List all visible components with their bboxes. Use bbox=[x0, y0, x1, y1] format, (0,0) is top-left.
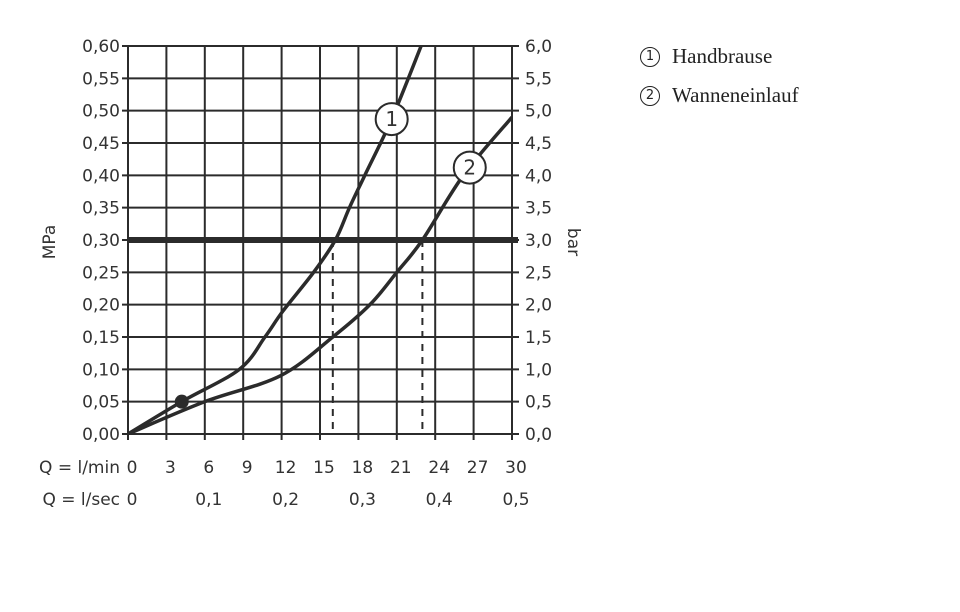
y-left-tick-label: 0,45 bbox=[82, 134, 120, 154]
legend-item-1: 1 Handbrause bbox=[640, 44, 772, 69]
x-axis-label-lmin: Q = l/min bbox=[39, 458, 120, 478]
x-tick-label: 30 bbox=[505, 458, 527, 478]
y-left-tick-label: 0,40 bbox=[82, 166, 120, 186]
y-right-tick-label: 5,5 bbox=[525, 69, 552, 89]
y-right-tick-label: 3,0 bbox=[525, 231, 552, 251]
curves: 12 bbox=[128, 46, 512, 434]
y-right-tick-label: 4,0 bbox=[525, 166, 552, 186]
legend-number: 2 bbox=[640, 85, 660, 106]
x-tick-label: 24 bbox=[428, 458, 450, 478]
y-left-tick-label: 0,30 bbox=[82, 231, 120, 251]
series-2-label-circle bbox=[452, 150, 487, 185]
legend-number: 1 bbox=[640, 46, 660, 67]
x-tick-label: 0 bbox=[127, 458, 138, 478]
x2-tick-label: 0,3 bbox=[349, 490, 376, 510]
y-left-tick-label: 0,20 bbox=[82, 296, 120, 316]
grid bbox=[122, 45, 519, 440]
y-right-tick-label: 1,0 bbox=[525, 360, 552, 380]
y-right-tick-label: 0,0 bbox=[525, 425, 552, 445]
legend-item-2: 2 Wanneneinlauf bbox=[640, 83, 799, 108]
x-tick-label: 18 bbox=[352, 458, 374, 478]
legend-label: Handbrause bbox=[672, 44, 773, 68]
y-left-tick-label: 0,05 bbox=[82, 393, 120, 413]
series-1-label: 1 bbox=[385, 107, 398, 131]
y-left-tick-label: 0,00 bbox=[82, 425, 120, 445]
x-tick-label: 9 bbox=[242, 458, 253, 478]
series-2-curve bbox=[128, 116, 512, 434]
marker-point bbox=[174, 394, 189, 409]
x2-tick-label: 0,1 bbox=[195, 490, 222, 510]
x2-tick-label: 0 bbox=[127, 490, 138, 510]
x-tick-label: 3 bbox=[165, 458, 176, 478]
y-right-tick-label: 4,5 bbox=[525, 134, 552, 154]
y-axis-label-right: bar bbox=[563, 228, 583, 256]
x-axis-label-lsec: Q = l/sec bbox=[42, 490, 120, 510]
y-left-tick-label: 0,50 bbox=[82, 102, 120, 122]
tick-labels: 0 3 6 9 12 15 18 21 24 27 300 0,1 0,2 0,3 0,4 0,50,00 0,… bbox=[82, 37, 552, 510]
y-axis-label-left: MPa bbox=[40, 225, 60, 260]
x2-tick-label: 0,5 bbox=[502, 490, 529, 510]
y-right-tick-label: 6,0 bbox=[525, 37, 552, 57]
x-tick-label: 12 bbox=[275, 458, 297, 478]
x-tick-label: 15 bbox=[313, 458, 335, 478]
y-right-tick-label: 1,5 bbox=[525, 328, 552, 348]
legend-label: Wanneneinlauf bbox=[672, 83, 799, 107]
series-2-label: 2 bbox=[463, 156, 476, 180]
y-left-tick-label: 0,35 bbox=[82, 199, 120, 219]
x2-tick-label: 0,2 bbox=[272, 490, 299, 510]
y-left-tick-label: 0,60 bbox=[82, 37, 120, 57]
x2-tick-label: 0,4 bbox=[426, 490, 453, 510]
y-left-tick-label: 0,25 bbox=[82, 263, 120, 283]
y-right-tick-label: 2,0 bbox=[525, 296, 552, 316]
y-right-tick-label: 2,5 bbox=[525, 263, 552, 283]
y-left-tick-label: 0,10 bbox=[82, 360, 120, 380]
y-left-tick-label: 0,55 bbox=[82, 69, 120, 89]
x-tick-label: 27 bbox=[467, 458, 489, 478]
x-tick-label: 6 bbox=[203, 458, 214, 478]
y-right-tick-label: 0,5 bbox=[525, 393, 552, 413]
y-left-tick-label: 0,15 bbox=[82, 328, 120, 348]
y-right-tick-label: 5,0 bbox=[525, 102, 552, 122]
series-1-curve bbox=[128, 46, 423, 434]
x-tick-label: 21 bbox=[390, 458, 412, 478]
series-1-label-circle bbox=[374, 102, 409, 137]
y-right-tick-label: 3,5 bbox=[525, 199, 552, 219]
